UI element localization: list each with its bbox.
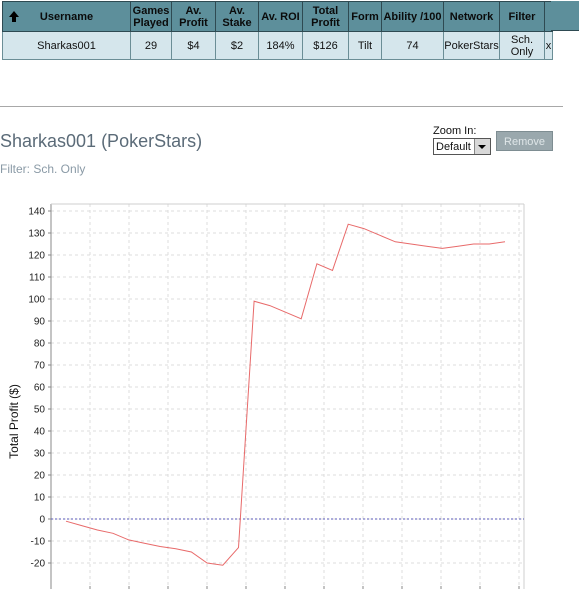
av-roi-cell: 184% — [258, 31, 303, 60]
y-tick-label: 30 — [34, 449, 46, 460]
y-tick-label: 70 — [34, 361, 46, 372]
ability-cell: 74 — [381, 31, 444, 60]
filter-cell: Sch. Only — [499, 31, 545, 60]
column-header-label: Username — [39, 10, 94, 23]
y-tick-label: -10 — [31, 537, 46, 548]
y-tick-label: 90 — [34, 317, 46, 328]
column-header-label: Network — [449, 10, 494, 23]
y-tick-label: 60 — [34, 383, 46, 394]
filter-cell-line: Only — [510, 45, 534, 58]
y-tick-label: 100 — [28, 295, 45, 306]
column-header-label: Form — [351, 10, 379, 23]
table-header-filler — [551, 1, 579, 31]
y-tick-label: 120 — [28, 251, 45, 262]
games-played-cell: 29 — [130, 31, 172, 60]
y-tick-label: 140 — [28, 207, 45, 218]
remove-row-button[interactable]: x — [544, 31, 553, 60]
y-tick-label: 50 — [34, 405, 46, 416]
column-header-av-stake[interactable]: Av. Stake — [215, 1, 259, 32]
username-link[interactable]: Sharkas001 — [2, 31, 131, 60]
table-header-row: Username Games Played Av. Profit Av. Sta… — [2, 1, 553, 32]
y-tick-label: 80 — [34, 339, 46, 350]
column-header-label: Profit — [311, 16, 340, 29]
zoom-label: Zoom In: — [433, 125, 477, 137]
y-tick-label: 130 — [28, 229, 45, 240]
column-header-ability[interactable]: Ability /100 — [381, 1, 444, 32]
stats-table: Username Games Played Av. Profit Av. Sta… — [2, 1, 553, 60]
plot-area — [51, 204, 524, 589]
column-header-form[interactable]: Form — [348, 1, 382, 32]
zoom-select[interactable]: Default — [433, 138, 491, 155]
series-line — [65, 223, 506, 566]
profit-chart: 1401301201101009080706050403020100-10-20… — [7, 203, 525, 589]
column-header-label: Filter — [508, 10, 536, 23]
column-header-network[interactable]: Network — [443, 1, 500, 32]
player-title: Sharkas001 (PokerStars) — [0, 131, 203, 151]
column-header-total-profit[interactable]: Total Profit — [302, 1, 349, 32]
column-header-label: Av. — [229, 4, 245, 17]
column-header-username[interactable]: Username — [2, 1, 131, 32]
remove-button[interactable]: Remove — [496, 131, 553, 151]
column-header-label: Av. ROI — [261, 10, 300, 23]
section-divider — [0, 106, 563, 107]
network-cell: PokerStars — [443, 31, 500, 60]
column-header-label: Av. — [185, 4, 202, 17]
y-axis-title: Total Profit ($) — [7, 384, 21, 459]
y-tick-label: -20 — [31, 559, 46, 570]
y-tick-label: 10 — [34, 493, 46, 504]
dropdown-arrow-icon[interactable] — [474, 139, 490, 154]
column-header-label: Played — [133, 16, 169, 29]
column-header-label: Stake — [222, 16, 252, 29]
column-header-games-played[interactable]: Games Played — [130, 1, 172, 32]
av-profit-cell: $4 — [171, 31, 216, 60]
total-profit-cell: $126 — [302, 31, 349, 60]
column-header-filter[interactable]: Filter — [499, 1, 545, 32]
form-cell: Tilt — [348, 31, 382, 60]
column-header-label: Profit — [179, 16, 208, 29]
filter-cell-line: Sch. — [510, 33, 533, 46]
sort-up-icon[interactable] — [9, 11, 19, 22]
column-header-label: Total — [312, 4, 339, 17]
column-header-label: Ability /100 — [383, 10, 442, 23]
y-tick-label: 0 — [39, 515, 45, 526]
y-tick-label: 110 — [29, 273, 45, 284]
y-tick-label: 40 — [34, 427, 46, 438]
column-header-av-roi[interactable]: Av. ROI — [258, 1, 303, 32]
column-header-av-profit[interactable]: Av. Profit — [171, 1, 216, 32]
y-tick-label: 20 — [34, 471, 46, 482]
av-stake-cell: $2 — [215, 31, 259, 60]
filter-caption: Filter: Sch. Only — [0, 162, 86, 176]
table-row[interactable]: Sharkas001 29 $4 $2 184% $126 Tilt 74 Po… — [2, 31, 553, 60]
zoom-select-value: Default — [436, 141, 471, 153]
column-header-label: Games — [132, 4, 170, 17]
